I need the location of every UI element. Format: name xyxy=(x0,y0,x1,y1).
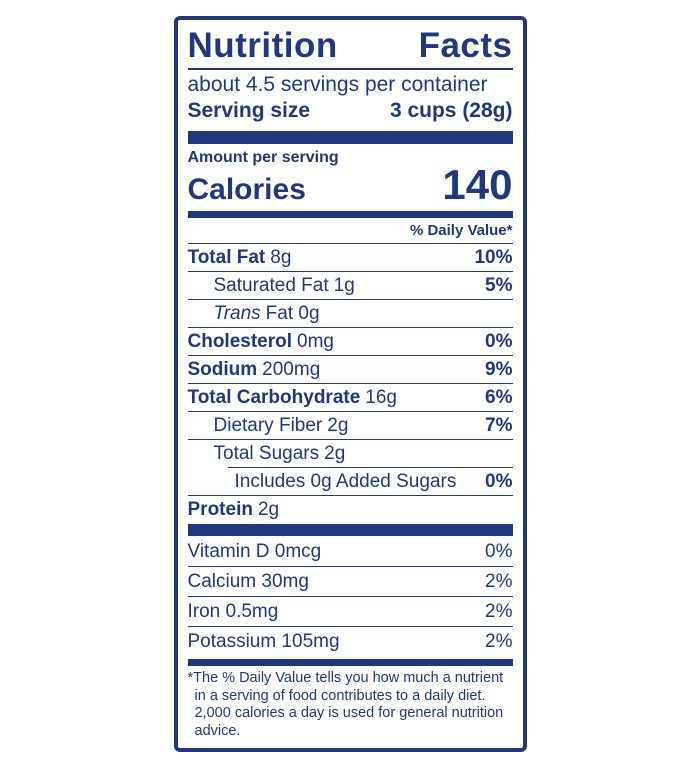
vitamin-row-vitamin-d: Vitamin D 0mcg 0% xyxy=(188,537,513,566)
amount-per-serving-label: Amount per serving xyxy=(187,149,339,166)
nutrient-name: Total Carbohydrate xyxy=(187,386,361,408)
daily-value-header: % Daily Value* xyxy=(409,222,513,239)
vitamin-row-potassium: Potassium 105mg 2% xyxy=(187,626,513,656)
nutrient-name: Dietary Fiber xyxy=(213,414,323,436)
nutrient-dv: 10% xyxy=(474,246,513,268)
nutrient-name: Protein xyxy=(187,498,253,520)
nutrient-label: Total Fat 8g xyxy=(187,246,292,268)
nutrient-amount: 2g xyxy=(257,498,280,520)
nutrition-facts-label: Nutrition Facts about 4.5 servings per c… xyxy=(173,16,527,752)
nutrient-row-protein: Protein 2g xyxy=(187,495,513,523)
nutrient-label: Cholesterol 0mg xyxy=(187,330,335,352)
nutrient-dv: 0% xyxy=(485,330,513,352)
nutrient-amount: 16g xyxy=(365,386,397,408)
nutrient-label: Saturated Fat 1g xyxy=(188,274,355,296)
nutrient-label: Sodium 200mg xyxy=(187,358,321,380)
nutrient-amount: 200mg xyxy=(262,358,321,380)
vitamin-dv: 2% xyxy=(485,601,513,622)
nutrient-row-sodium: Sodium 200mg 9% xyxy=(187,355,513,383)
vitamin-name: Iron 0.5mg xyxy=(187,601,279,622)
thick-separator-top xyxy=(187,131,513,144)
thick-separator-protein xyxy=(187,524,513,536)
nutrient-row-saturated-fat: Saturated Fat 1g 5% xyxy=(187,271,513,299)
nutrient-label: Total Carbohydrate 16g xyxy=(187,386,397,408)
nutrient-name: Total Sugars xyxy=(213,442,320,464)
vitamin-row-calcium: Calcium 30mg 2% xyxy=(187,566,513,596)
nutrient-dv: 9% xyxy=(485,358,513,380)
nutrient-label: Includes 0g Added Sugars xyxy=(234,470,457,492)
nutrient-row-dietary-fiber: Dietary Fiber 2g 7% xyxy=(187,411,513,439)
title-word-nutrition: Nutrition xyxy=(187,26,338,65)
label-title: Nutrition Facts xyxy=(187,26,513,70)
nutrient-dv: 0% xyxy=(485,470,513,492)
title-word-facts: Facts xyxy=(418,26,513,65)
nutrient-name: Total Fat xyxy=(187,246,266,268)
nutrient-row-total-sugars: Total Sugars 2g xyxy=(187,439,513,467)
nutrient-row-total-fat: Total Fat 8g 10% xyxy=(187,243,513,271)
calories-row: Calories 140 xyxy=(187,161,513,208)
calories-label: Calories xyxy=(187,173,306,206)
vitamin-row-iron: Iron 0.5mg 2% xyxy=(187,596,513,626)
vitamin-dv: 2% xyxy=(485,631,513,652)
nutrient-dv: 7% xyxy=(485,414,513,436)
nutrient-amount: 2g xyxy=(327,414,349,436)
nutrient-name: Trans xyxy=(213,302,261,324)
nutrient-label: Protein 2g xyxy=(187,498,280,520)
calories-value: 140 xyxy=(442,161,513,208)
nutrient-label: Dietary Fiber 2g xyxy=(188,414,349,436)
medium-separator-footnote xyxy=(187,659,513,666)
servings-per-container: about 4.5 servings per container xyxy=(187,73,488,96)
vitamin-dv: 2% xyxy=(485,571,513,592)
nutrient-row-added-sugars: Includes 0g Added Sugars 0% xyxy=(227,467,513,495)
nutrient-label: Trans Fat 0g xyxy=(188,302,320,324)
nutrient-amount: 8g xyxy=(270,246,292,268)
nutrient-amount: 1g xyxy=(333,274,355,296)
nutrient-dv: 5% xyxy=(485,274,513,296)
nutrient-label: Total Sugars 2g xyxy=(188,442,346,464)
vitamin-name: Vitamin D 0mcg xyxy=(187,541,322,562)
nutrient-name: Sodium xyxy=(187,358,258,380)
serving-size-row: Serving size 3 cups (28g) xyxy=(188,98,513,126)
medium-separator-calories xyxy=(187,211,513,218)
vitamins-section: Vitamin D 0mcg 0% Calcium 30mg 2% Iron 0… xyxy=(187,537,513,656)
nutrient-row-total-carbohydrate: Total Carbohydrate 16g 6% xyxy=(187,383,513,411)
nutrient-row-trans-fat: Trans Fat 0g xyxy=(187,299,513,327)
nutrient-amount: 0mg xyxy=(297,330,334,352)
vitamin-name: Calcium 30mg xyxy=(187,571,309,592)
serving-size-label: Serving size xyxy=(187,99,311,122)
vitamin-name: Potassium 105mg xyxy=(187,631,340,652)
daily-value-footnote: *The % Daily Value tells you how much a … xyxy=(187,670,504,739)
nutrient-name: Cholesterol xyxy=(187,330,293,352)
nutrient-amount: 2g xyxy=(324,442,346,464)
vitamin-dv: 0% xyxy=(485,541,513,562)
serving-size-value: 3 cups (28g) xyxy=(389,99,513,122)
nutrient-name: Saturated Fat xyxy=(213,274,329,296)
nutrient-name: Includes 0g Added Sugars xyxy=(234,470,457,492)
nutrient-row-cholesterol: Cholesterol 0mg 0% xyxy=(187,327,513,355)
nutrient-amount: Fat 0g xyxy=(265,302,320,324)
nutrient-dv: 6% xyxy=(485,386,513,408)
